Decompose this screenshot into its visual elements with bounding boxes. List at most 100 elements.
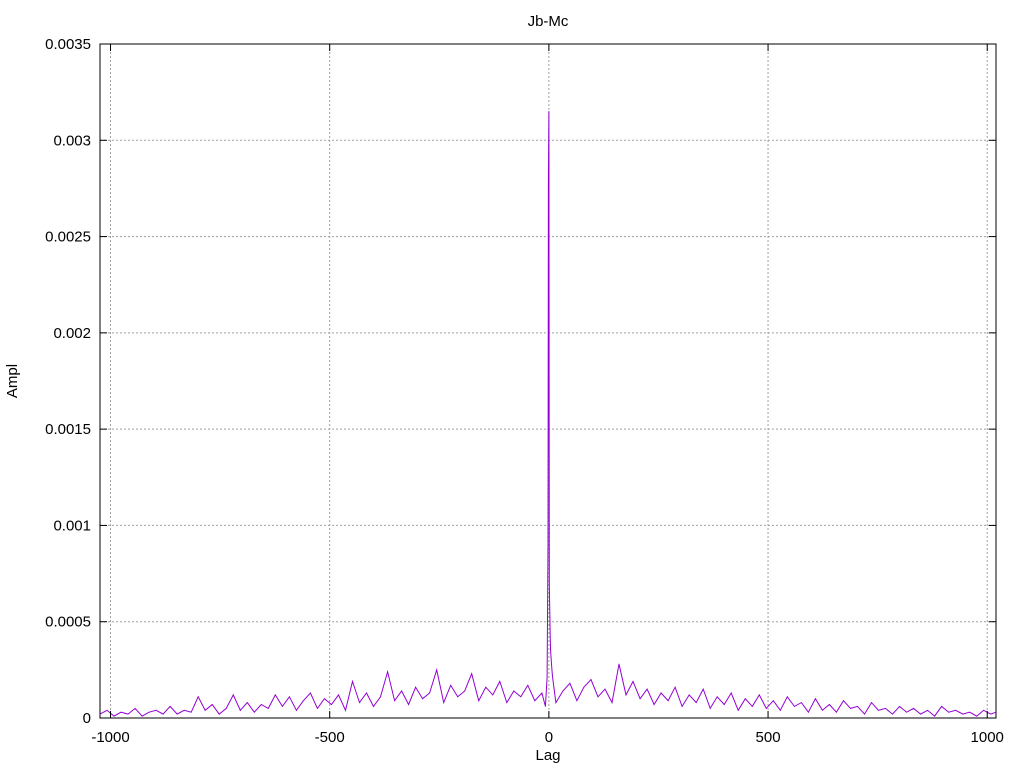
data-point bbox=[674, 686, 676, 688]
data-point bbox=[660, 692, 662, 694]
data-point bbox=[415, 686, 417, 688]
data-point bbox=[225, 707, 227, 709]
data-point bbox=[604, 688, 606, 690]
data-point bbox=[681, 706, 683, 707]
data-point bbox=[443, 702, 445, 703]
data-point bbox=[310, 692, 311, 694]
data-point bbox=[871, 702, 872, 703]
data-point bbox=[709, 707, 711, 709]
data-point bbox=[547, 544, 549, 546]
y-tick-label: 0.001 bbox=[53, 517, 91, 534]
data-point bbox=[702, 688, 704, 690]
data-point bbox=[737, 709, 739, 711]
data-point bbox=[667, 700, 669, 702]
plot-border bbox=[99, 43, 997, 719]
data-point bbox=[148, 711, 150, 713]
data-point bbox=[478, 700, 480, 702]
data-point bbox=[506, 702, 508, 703]
y-tick-label: 0.0035 bbox=[45, 36, 91, 53]
data-point bbox=[295, 709, 297, 711]
data-point bbox=[338, 694, 339, 696]
data-points bbox=[99, 111, 997, 717]
data-point bbox=[716, 696, 718, 698]
data-point bbox=[134, 707, 136, 709]
data-point bbox=[969, 711, 971, 713]
data-point bbox=[646, 688, 648, 690]
data-point bbox=[464, 690, 466, 692]
data-point bbox=[99, 713, 101, 715]
data-point bbox=[758, 694, 760, 696]
data-point bbox=[857, 706, 858, 707]
data-point bbox=[878, 709, 879, 711]
data-point bbox=[436, 669, 438, 671]
data-point bbox=[836, 711, 837, 713]
y-axis-label: Ampl bbox=[4, 364, 21, 398]
data-point bbox=[548, 582, 550, 584]
data-point bbox=[155, 709, 157, 711]
data-point bbox=[983, 709, 985, 711]
data-point bbox=[548, 182, 549, 184]
data-point bbox=[366, 692, 367, 694]
data-point bbox=[569, 682, 571, 684]
data-point bbox=[331, 704, 332, 705]
data-point bbox=[730, 692, 732, 694]
data-point bbox=[990, 713, 992, 715]
data-point bbox=[288, 696, 290, 698]
data-point bbox=[106, 709, 108, 711]
data-point bbox=[892, 713, 893, 715]
data-point bbox=[906, 711, 907, 713]
data-point bbox=[204, 709, 206, 711]
x-axis-label: Lag bbox=[535, 747, 560, 764]
data-point bbox=[772, 700, 774, 702]
data-point bbox=[274, 694, 276, 696]
data-point bbox=[744, 698, 746, 700]
data-point bbox=[127, 713, 129, 715]
data-point bbox=[267, 707, 269, 709]
data-point bbox=[551, 663, 552, 665]
data-point bbox=[190, 711, 192, 713]
data-point bbox=[394, 700, 395, 702]
data-point bbox=[541, 692, 543, 694]
data-point bbox=[408, 704, 410, 705]
data-point bbox=[807, 711, 809, 713]
data-point bbox=[373, 706, 374, 707]
y-tick-label: 0.0025 bbox=[45, 229, 91, 246]
data-point bbox=[653, 704, 655, 705]
data-point bbox=[625, 694, 627, 696]
data-point bbox=[324, 698, 325, 700]
data-point bbox=[260, 704, 262, 705]
data-point bbox=[450, 684, 452, 686]
data-point bbox=[550, 650, 552, 651]
data-point bbox=[352, 681, 353, 682]
y-tick-label: 0.0005 bbox=[45, 614, 91, 631]
data-point bbox=[232, 694, 234, 696]
data-point bbox=[513, 690, 515, 692]
data-point bbox=[927, 709, 929, 711]
data-point bbox=[218, 713, 220, 715]
data-point bbox=[590, 679, 592, 680]
data-point bbox=[544, 706, 546, 707]
data-point bbox=[562, 690, 564, 692]
y-tick-label: 0.002 bbox=[53, 325, 91, 342]
x-tick-label: 0 bbox=[545, 729, 553, 746]
data-point bbox=[976, 715, 978, 717]
data-point bbox=[317, 707, 318, 709]
data-point bbox=[723, 704, 725, 705]
data-point bbox=[920, 713, 922, 715]
data-point bbox=[422, 698, 424, 700]
data-point bbox=[401, 690, 402, 692]
data-point bbox=[850, 707, 851, 709]
y-tick-label: 0 bbox=[83, 710, 91, 727]
x-tick-label: 500 bbox=[756, 729, 781, 746]
data-point bbox=[345, 709, 346, 711]
data-point bbox=[492, 694, 494, 696]
data-point bbox=[786, 696, 788, 698]
data-point bbox=[899, 706, 900, 707]
data-point bbox=[688, 694, 690, 696]
data-point bbox=[583, 686, 585, 688]
data-point bbox=[632, 681, 634, 682]
data-point bbox=[639, 698, 641, 700]
data-point bbox=[197, 696, 199, 698]
data-point bbox=[800, 702, 802, 703]
